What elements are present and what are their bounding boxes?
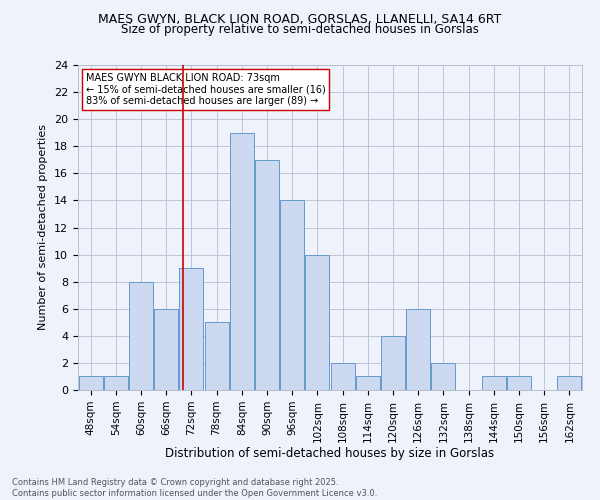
Text: MAES GWYN, BLACK LION ROAD, GORSLAS, LLANELLI, SA14 6RT: MAES GWYN, BLACK LION ROAD, GORSLAS, LLA… (98, 12, 502, 26)
Bar (255, 160, 279, 390)
Bar (381, 336, 405, 390)
Text: Contains HM Land Registry data © Crown copyright and database right 2025.
Contai: Contains HM Land Registry data © Crown c… (12, 478, 377, 498)
Bar (129, 282, 153, 390)
Bar (507, 376, 531, 390)
X-axis label: Distribution of semi-detached houses by size in Gorslas: Distribution of semi-detached houses by … (166, 448, 494, 460)
Bar (305, 254, 329, 390)
Bar (280, 200, 304, 390)
Bar (482, 376, 506, 390)
Bar (406, 308, 430, 390)
Bar (557, 376, 581, 390)
Bar (79, 376, 103, 390)
Bar (205, 322, 229, 390)
Bar (154, 308, 178, 390)
Bar (431, 363, 455, 390)
Text: Size of property relative to semi-detached houses in Gorslas: Size of property relative to semi-detach… (121, 22, 479, 36)
Bar (230, 132, 254, 390)
Text: MAES GWYN BLACK LION ROAD: 73sqm
← 15% of semi-detached houses are smaller (16)
: MAES GWYN BLACK LION ROAD: 73sqm ← 15% o… (86, 73, 325, 106)
Bar (179, 268, 203, 390)
Bar (356, 376, 380, 390)
Y-axis label: Number of semi-detached properties: Number of semi-detached properties (38, 124, 49, 330)
Bar (104, 376, 128, 390)
Bar (331, 363, 355, 390)
